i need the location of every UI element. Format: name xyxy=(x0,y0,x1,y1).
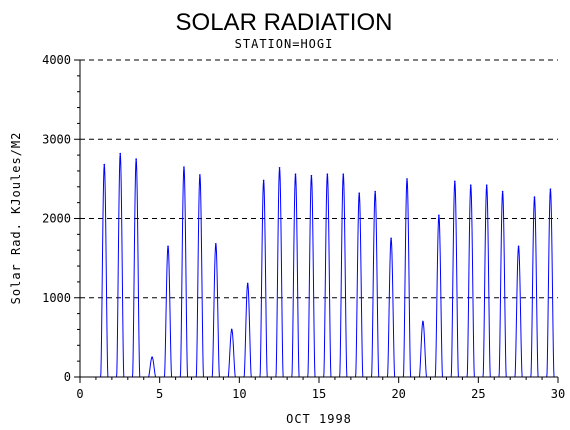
peak-point-day-29 xyxy=(550,188,552,190)
x-tick-label-30: 30 xyxy=(551,387,565,401)
peak-point-day-23 xyxy=(454,180,456,182)
axes: 0 1000 2000 3000 4000 0 5 10 15 20 25 30 xyxy=(42,53,565,401)
peak-point-day-24 xyxy=(470,184,472,186)
peak-point-day-26 xyxy=(502,191,504,193)
peak-point-day-25 xyxy=(486,184,488,186)
peak-point-day-7 xyxy=(199,174,201,176)
x-axis-label: OCT 1998 xyxy=(286,412,352,426)
x-tick-label-15: 15 xyxy=(312,387,326,401)
peak-point-day-18 xyxy=(374,191,376,193)
peak-point-day-20 xyxy=(406,178,408,180)
peak-point-day-3 xyxy=(135,158,137,160)
peak-point-day-9 xyxy=(231,329,233,331)
y-tick-label-2000: 2000 xyxy=(42,212,71,226)
peak-point-day-12 xyxy=(279,167,281,169)
series-line-0 xyxy=(96,154,558,377)
y-tick-label-3000: 3000 xyxy=(42,132,71,146)
peak-point-day-1 xyxy=(103,164,105,166)
peak-point-day-6 xyxy=(183,166,185,168)
peak-point-day-19 xyxy=(390,238,392,240)
x-tick-label-25: 25 xyxy=(471,387,485,401)
peak-point-day-28 xyxy=(534,196,536,198)
chart-title: SOLAR RADIATION xyxy=(176,9,393,36)
x-tick-label-20: 20 xyxy=(391,387,405,401)
peak-point-day-17 xyxy=(358,192,360,194)
peak-point-day-15 xyxy=(327,173,329,175)
peak-point-day-8 xyxy=(215,243,217,245)
y-axis-label: Solar Rad. KJoules/M2 xyxy=(9,132,23,305)
peak-point-day-16 xyxy=(342,173,344,175)
x-tick-label-5: 5 xyxy=(156,387,163,401)
peak-point-day-21 xyxy=(422,321,424,323)
peak-point-day-11 xyxy=(263,180,265,182)
x-tick-label-0: 0 xyxy=(76,387,83,401)
x-tick-label-10: 10 xyxy=(232,387,246,401)
data-layer xyxy=(96,153,558,377)
peak-point-day-4 xyxy=(151,356,153,358)
chart-subtitle: STATION=HOGI xyxy=(235,37,334,51)
peak-point-day-5 xyxy=(167,245,169,247)
peak-point-day-13 xyxy=(295,173,297,175)
peak-point-day-22 xyxy=(438,215,440,217)
grid-lines xyxy=(80,60,558,298)
peak-point-day-27 xyxy=(518,245,520,247)
y-tick-label-1000: 1000 xyxy=(42,291,71,305)
peak-point-day-14 xyxy=(311,175,313,177)
peak-point-day-10 xyxy=(247,283,249,285)
y-tick-label-0: 0 xyxy=(64,370,71,384)
peak-point-day-2 xyxy=(119,153,121,155)
y-tick-label-4000: 4000 xyxy=(42,53,71,67)
